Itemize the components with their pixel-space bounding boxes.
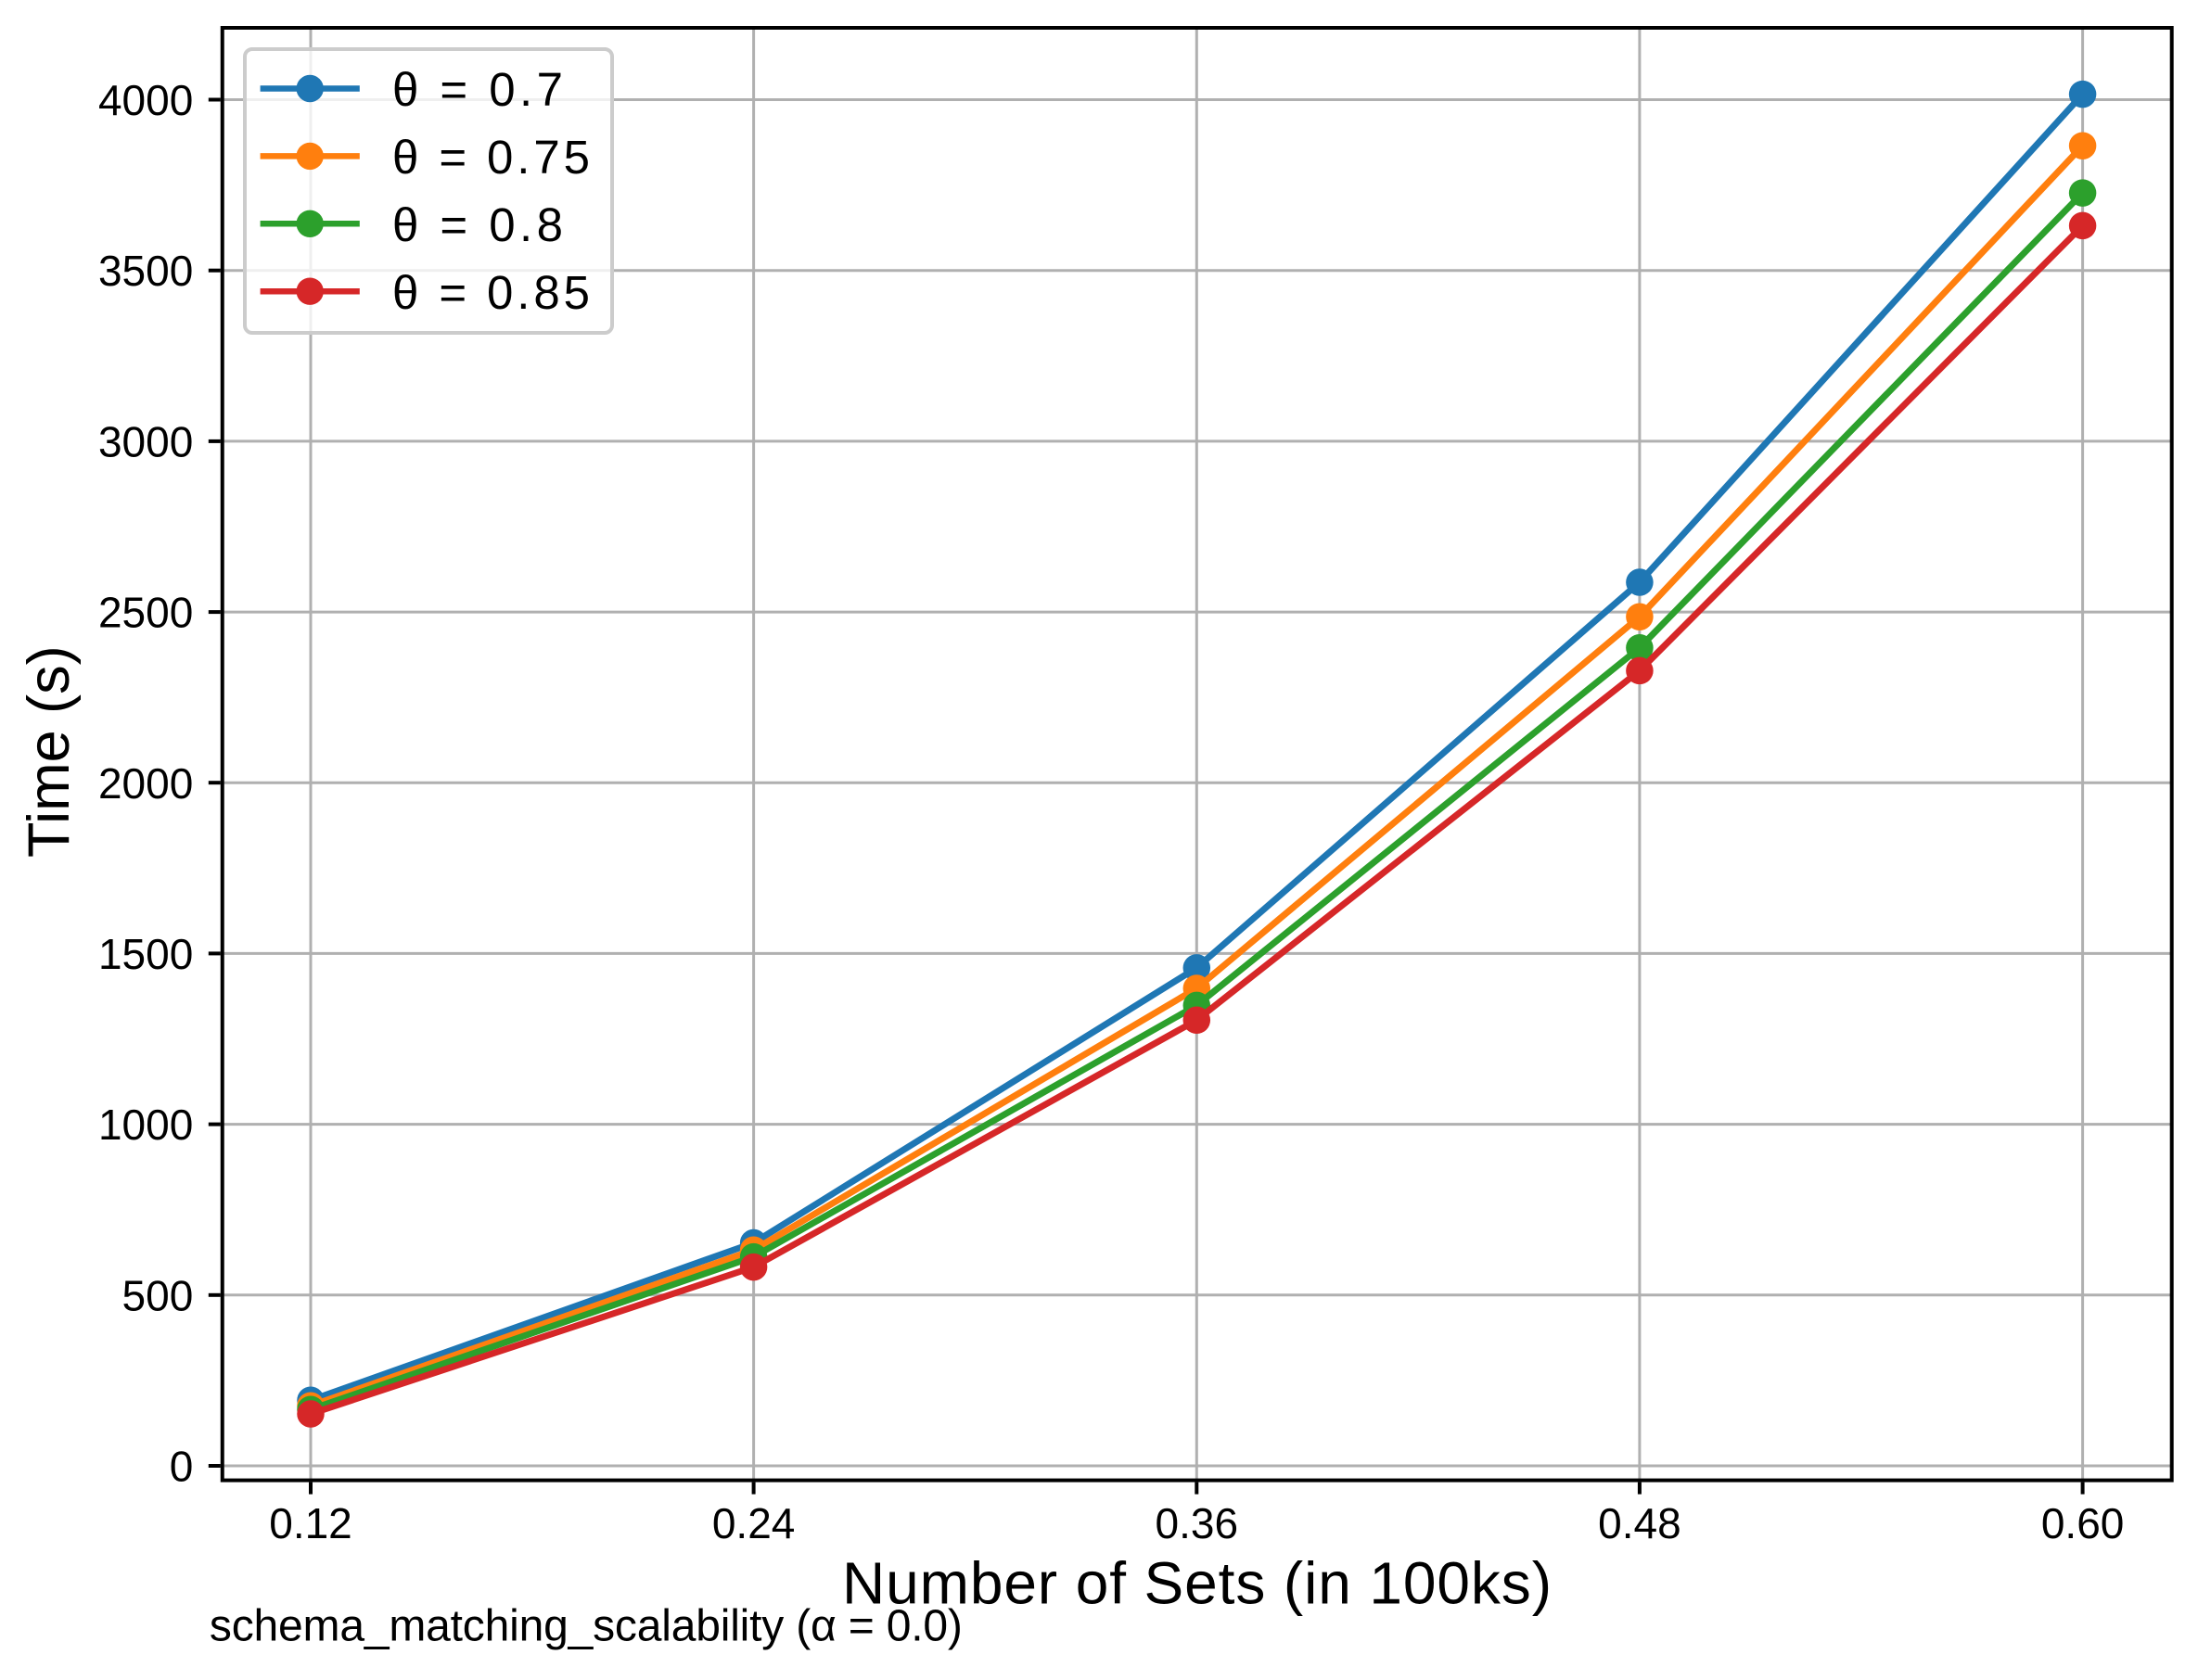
svg-text:0.12: 0.12 xyxy=(269,1499,352,1547)
svg-text:0.60: 0.60 xyxy=(2041,1499,2125,1547)
svg-text:schema_matching_scalability (α: schema_matching_scalability (α = 0.0) xyxy=(210,1602,963,1651)
svg-text:Number of Sets (in 100ks): Number of Sets (in 100ks) xyxy=(842,1550,1552,1617)
svg-text:0.24: 0.24 xyxy=(712,1499,796,1547)
svg-text:θ = 0.7: θ = 0.7 xyxy=(392,63,563,116)
svg-text:0.36: 0.36 xyxy=(1156,1499,1239,1547)
svg-text:θ = 0.75: θ = 0.75 xyxy=(392,131,590,184)
svg-text:2500: 2500 xyxy=(98,589,193,637)
svg-text:0.48: 0.48 xyxy=(1598,1499,1681,1547)
svg-text:500: 500 xyxy=(122,1271,194,1319)
svg-text:4000: 4000 xyxy=(98,76,193,124)
svg-text:θ = 0.8: θ = 0.8 xyxy=(392,198,563,251)
svg-text:1500: 1500 xyxy=(98,930,193,978)
svg-text:1000: 1000 xyxy=(98,1101,193,1149)
svg-text:0: 0 xyxy=(170,1443,194,1491)
svg-text:Time (s): Time (s) xyxy=(17,645,82,858)
svg-text:3000: 3000 xyxy=(98,417,193,465)
svg-text:θ = 0.85: θ = 0.85 xyxy=(392,266,590,319)
svg-text:2000: 2000 xyxy=(98,759,193,808)
svg-text:3500: 3500 xyxy=(98,247,193,295)
